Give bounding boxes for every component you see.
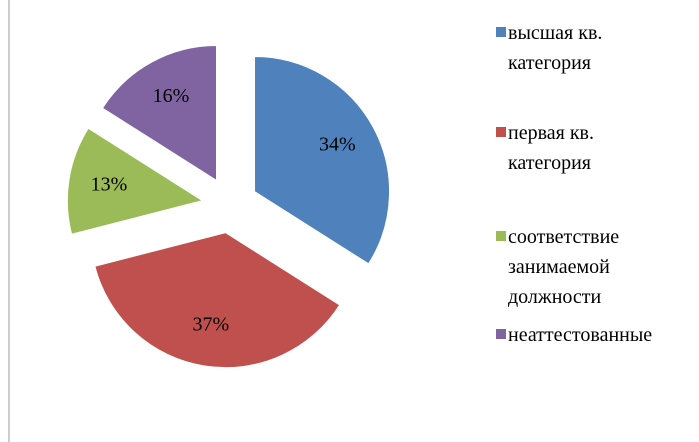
legend-swatch xyxy=(496,27,506,37)
legend-label: соответствие занимаемой должности xyxy=(508,226,620,308)
legend-label: неаттестованные xyxy=(508,324,653,346)
data-label: 13% xyxy=(91,173,128,195)
legend-swatch xyxy=(496,231,506,241)
legend-label: первая кв. категория xyxy=(508,122,594,174)
data-label: 16% xyxy=(153,85,190,107)
data-label: 34% xyxy=(319,134,356,156)
pie-slice xyxy=(94,232,341,369)
pie-slice xyxy=(254,56,391,265)
legend-swatch xyxy=(496,329,506,339)
data-label: 37% xyxy=(193,314,230,336)
legend-label: высшая кв. категория xyxy=(508,22,603,74)
pie-slice xyxy=(101,44,218,182)
legend-swatch xyxy=(496,127,506,137)
pie-slice xyxy=(66,127,204,235)
